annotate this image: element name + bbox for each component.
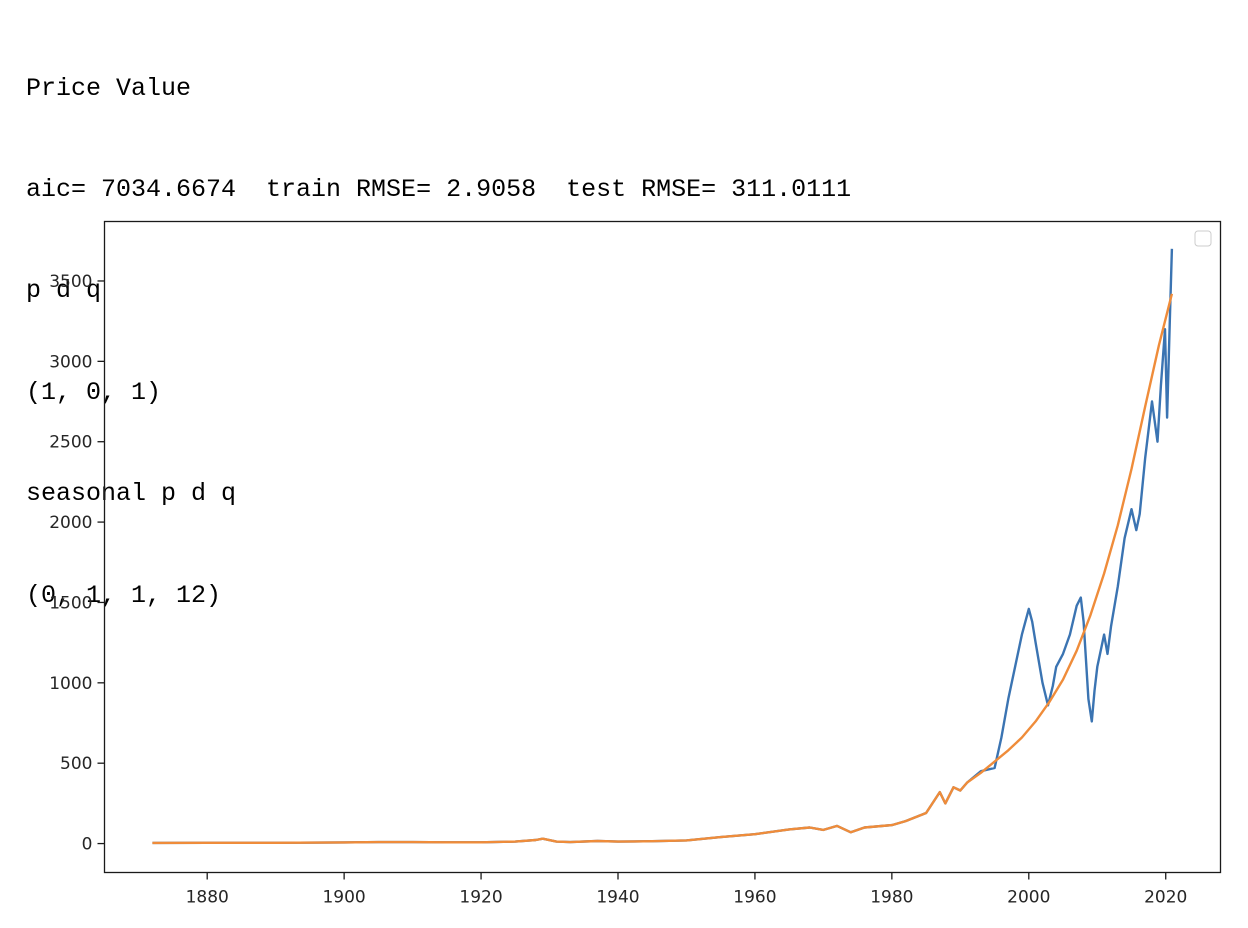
y-tick-label: 2500	[49, 433, 92, 453]
x-axis: 1880 1900 1920 1940 1960 1980 2000 2020	[186, 872, 1187, 908]
y-tick-label: 1500	[49, 593, 92, 613]
output-title-line: Price Value	[26, 73, 192, 103]
plot-frame	[103, 220, 1222, 874]
y-tick-label: 500	[60, 754, 92, 774]
output-seasonal-label: seasonal p d q	[26, 479, 237, 509]
x-tick-label: 1920	[459, 888, 502, 908]
y-tick-label: 0	[82, 835, 93, 855]
y-tick-label: 3500	[49, 272, 92, 292]
legend-box	[1194, 230, 1212, 247]
output-pdq-label: p d q	[26, 276, 102, 306]
output-seasonal-value: (0, 1, 1, 12)	[26, 580, 222, 610]
series-line-2	[152, 293, 1174, 845]
x-tick-label: 2020	[1144, 888, 1187, 908]
y-tick-label: 1000	[49, 674, 92, 694]
x-tick-label: 2000	[1007, 888, 1050, 908]
y-tick-label: 3000	[49, 352, 92, 372]
series-layer	[152, 248, 1174, 845]
series-line-1	[152, 248, 1174, 845]
y-axis: 0 500 1000 1500 2000 2500 3000 3500	[49, 272, 105, 855]
y-tick-label: 2000	[49, 513, 92, 533]
output-pdq-value: (1, 0, 1)	[26, 377, 162, 407]
x-tick-label: 1900	[322, 888, 365, 908]
x-tick-label: 1940	[596, 888, 639, 908]
x-tick-label: 1960	[733, 888, 776, 908]
output-metrics-line: aic= 7034.6674 train RMSE= 2.9058 test R…	[26, 174, 852, 204]
x-tick-label: 1880	[186, 888, 229, 908]
cell-output: Price Value aic= 7034.6674 train RMSE= 2…	[26, 4, 851, 646]
x-tick-label: 1980	[870, 888, 913, 908]
